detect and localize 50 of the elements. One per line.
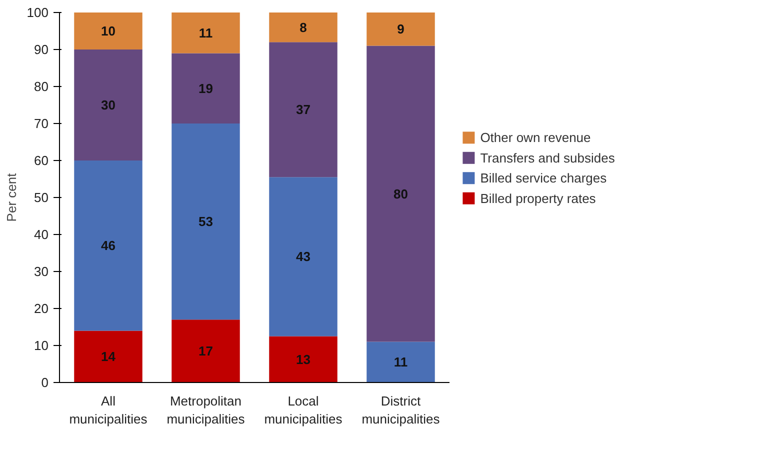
bar [269,177,338,336]
bar [172,53,240,124]
data-label: 11 [198,25,213,40]
y-tick-label: 70 [34,116,49,131]
y-tick-label: 40 [34,227,49,242]
data-label: 17 [198,344,213,359]
bar [269,12,338,42]
data-label: 37 [296,102,310,118]
bar [74,330,142,382]
y-tick-label: 20 [34,301,49,316]
x-tick-label: Metropolitan municipalities [166,394,246,426]
data-label: 8 [300,20,307,35]
bar [366,342,435,382]
data-label: 14 [101,349,116,364]
x-tick-label: District municipalities [362,394,440,426]
bar [74,12,142,50]
bar [172,12,240,54]
data-label: 10 [101,24,116,38]
y-tick-label: 10 [34,338,49,353]
data-label: 80 [394,186,408,202]
legend-label: Other own revenue [480,130,591,146]
y-tick-label: 90 [34,42,49,57]
data-label: 46 [101,238,116,254]
y-tick-label: 50 [34,190,49,205]
legend-label: Billed service charges [480,170,608,186]
y-tick-label: 30 [34,264,49,279]
bar [366,46,435,342]
data-label: 9 [397,22,404,37]
data-label: 19 [198,80,213,96]
bar [74,50,142,160]
data-label: 43 [296,249,310,264]
y-axis-title: Per cent [4,172,19,222]
data-label: 53 [198,214,213,230]
data-label: 13 [296,352,310,367]
data-label: 30 [101,98,116,112]
bar [172,320,240,382]
bar [269,336,338,382]
bar [269,42,338,178]
x-tick-label: Local municipalities [264,394,343,426]
data-label: 11 [394,354,408,370]
y-tick-label: 100 [26,5,49,20]
y-tick-label: 0 [41,375,49,390]
bar [172,124,240,320]
bar [74,160,142,331]
y-tick-label: 80 [34,79,49,94]
legend-label: Billed property rates [480,190,596,206]
x-tick-label: All municipalities [69,394,148,426]
y-tick-label: 60 [34,153,49,168]
legend-label: Transfers and subsides [480,150,616,166]
bar [366,12,435,46]
